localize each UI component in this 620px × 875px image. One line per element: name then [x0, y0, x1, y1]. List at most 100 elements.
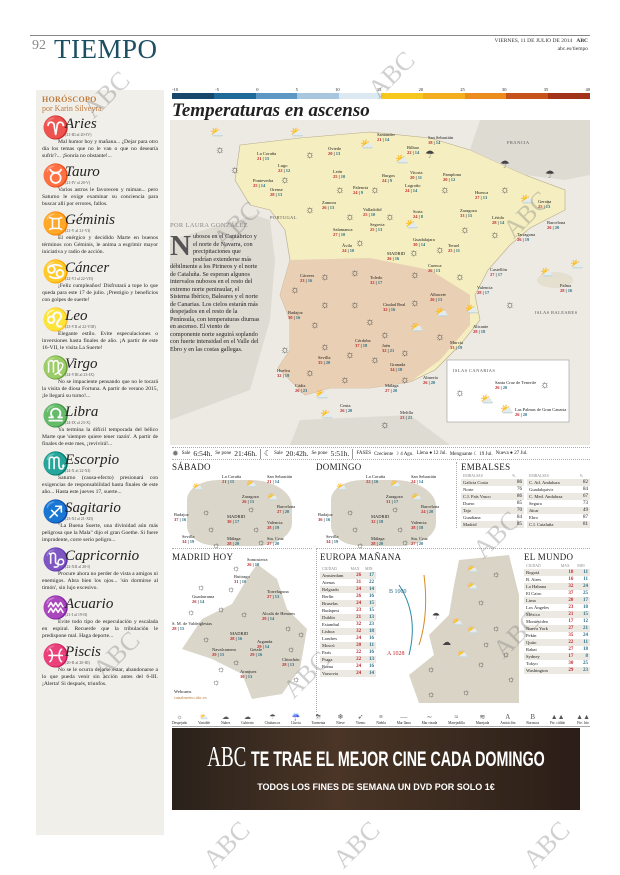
sun-icon: ☼ — [396, 524, 405, 534]
city-segovia: Segovia 25 | 13 — [370, 222, 385, 232]
legend-icon: ➶ — [357, 713, 364, 721]
city-castell-n: Castellón 27 | 17 — [490, 267, 507, 277]
max-temp: 24 — [382, 178, 387, 183]
column-header: MAX — [350, 566, 360, 571]
min-temp: 14 — [414, 150, 420, 155]
min-temp: 15 — [219, 652, 225, 657]
max-temp: 24 — [405, 188, 410, 193]
city-temps: 29 | 15 — [212, 652, 225, 657]
sun-icon: ☼ — [370, 354, 381, 366]
max-temp: 28 — [371, 541, 376, 546]
city-name: Ceuta — [340, 403, 351, 408]
legend-icon: ⛅ — [199, 713, 209, 721]
sun-icon: ☼ — [380, 329, 391, 341]
table-header: EMBALSES% — [461, 472, 524, 479]
city-name: Barcelona — [421, 504, 440, 509]
sign-name: Géminis — [65, 212, 115, 228]
city-cell: Roma — [322, 664, 333, 669]
city-cell: La Habana — [524, 583, 559, 590]
partly-cloudy-icon: ⛅ — [395, 154, 409, 166]
city-name: Guadalajara — [413, 237, 435, 242]
webcams-link[interactable]: canalmeteo.abc.es — [174, 695, 207, 700]
table-row: Rabat 27 18 — [524, 646, 590, 653]
city-temps: 28 | 13 — [282, 662, 295, 667]
sun-icon: ☼ — [207, 524, 216, 534]
legend-label: Lluvia — [291, 721, 301, 725]
table-row: Londres 24 16 — [320, 635, 376, 642]
city-temps: 32 | 19 — [277, 373, 290, 378]
city-temps: 28 | 20 — [371, 541, 384, 546]
legend-label: Fte. frío — [577, 721, 589, 725]
city-temps: 27 | 17 — [490, 272, 503, 277]
legend-label: Viento — [355, 721, 366, 725]
city-temps: 26 | 14 — [192, 599, 205, 604]
table-row: París 22 16 — [320, 649, 376, 656]
city-cell: Tajo — [461, 507, 511, 514]
advertisement-banner[interactable]: ABC TE TRAE EL MEJOR CINE CADA DOMINGO TO… — [172, 728, 580, 810]
city-name: La Coruña — [366, 474, 386, 479]
moon-icon: ☾ — [263, 449, 272, 458]
max-temp: 26 — [430, 297, 435, 302]
city-name: Orense — [270, 187, 283, 192]
city-name: Torrelaguna — [267, 589, 289, 594]
city-name: Navalcarnero — [212, 647, 237, 652]
rain-icon: ☂ — [500, 159, 510, 171]
value-cell: 24 — [575, 583, 590, 590]
max-temp: 32 — [383, 307, 388, 312]
label-baleares: ISLAS BALEARES — [535, 310, 578, 315]
value-cell: 15 — [363, 600, 376, 607]
max-temp: 26 — [547, 225, 552, 230]
table-row: Lima 20 17 — [524, 597, 590, 604]
leo-icon: ♌ — [42, 307, 70, 332]
max-temp: 27 — [333, 232, 338, 237]
sun-icon: ☼ — [217, 604, 226, 614]
city-temps: 27 | 20 — [411, 541, 424, 546]
scale-segment — [297, 93, 340, 99]
city-temps: 33 | 19 — [450, 345, 463, 350]
city-name: MADRID — [227, 514, 246, 519]
min-temp: 15 — [249, 499, 255, 504]
table-row: Bogotá 18 11 — [524, 569, 590, 576]
city-temps: 24 | 20 — [421, 509, 434, 514]
city-name: Alicante — [473, 324, 489, 329]
city-zaragoza: Zaragoza 31 | 17 — [386, 494, 403, 504]
city-sevilla: Sevilla 34 | 19 — [182, 534, 195, 544]
city-temps: 25 | 13 — [370, 227, 383, 232]
sunset-time: 21:46h. — [234, 449, 257, 458]
partly-cloudy-icon: ⛅ — [435, 307, 449, 319]
scale-tick: 20 — [418, 87, 424, 92]
table-row: Moscú 20 11 — [320, 642, 376, 649]
city-temps: 27 | 10 — [333, 232, 346, 237]
table-row: Pekín 35 24 — [524, 632, 590, 639]
scale-tick: 15 — [376, 87, 382, 92]
sun-icon: ☼ — [490, 229, 501, 241]
sun-icon: ☼ — [350, 299, 361, 311]
min-temp: 16 — [394, 256, 400, 261]
city-name: Zaragoza — [242, 494, 259, 499]
phases-label: FASES — [356, 451, 372, 456]
city-cell: Quito — [524, 639, 559, 646]
partly-cloudy-icon: ⛅ — [320, 409, 334, 421]
city-name: Santander — [377, 132, 395, 137]
sun-icon: ☼ — [346, 507, 355, 517]
sun-icon: ☼ — [351, 524, 360, 534]
madrid-map — [182, 564, 307, 699]
value-cell: 22 — [558, 639, 576, 646]
value-cell: 22 — [369, 580, 374, 585]
tiempo-link[interactable]: abc.es/tiempo — [557, 46, 588, 52]
escorpio-icon: ♏ — [42, 451, 70, 476]
value-cell: 24 — [583, 633, 588, 638]
sun-icon: ☼ — [257, 537, 266, 547]
city-temps: 25 | 11 — [448, 248, 461, 253]
scale-segment — [380, 93, 423, 99]
max-temp: 22 — [366, 479, 371, 484]
city-temps: 27 | 20 — [267, 541, 280, 546]
max-temp: 18 — [428, 140, 433, 145]
value-cell: 24 — [356, 664, 362, 669]
scale-segment — [213, 93, 256, 99]
value-cell: 24 — [348, 670, 364, 677]
city-burgos: Burgos 24 | 9 — [382, 173, 395, 183]
city-cell: Belgrado — [320, 586, 349, 593]
value-cell: 18 — [363, 628, 376, 635]
city-temps: 25 | 10 — [363, 212, 376, 217]
